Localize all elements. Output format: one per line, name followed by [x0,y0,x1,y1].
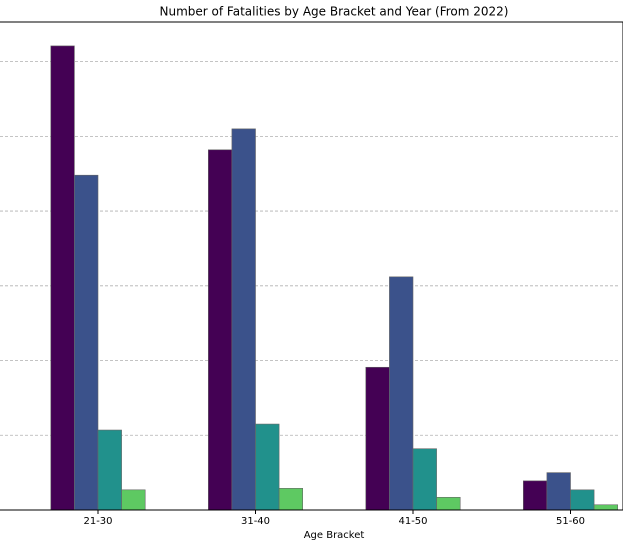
bar [365,366,390,511]
bar [208,149,233,511]
x-tick-label: 41-50 [398,516,427,527]
x-tick-label: 51-60 [556,516,585,527]
bar [231,128,256,511]
bar [74,174,99,511]
bar [436,496,461,511]
bar [50,45,75,511]
x-tick-label: 31-40 [241,516,270,527]
bar [412,448,437,511]
bar [522,480,548,511]
bar [97,429,122,511]
chart-title: Number of Fatalities by Age Bracket and … [160,5,509,19]
bar [255,423,280,511]
bar [389,276,414,511]
x-axis-label: Age Bracket [304,530,365,541]
bar [121,489,146,511]
bar [570,489,595,511]
bar [278,488,304,511]
bar [546,472,571,511]
bar [593,504,618,511]
x-tick-label: 21-30 [83,516,112,527]
